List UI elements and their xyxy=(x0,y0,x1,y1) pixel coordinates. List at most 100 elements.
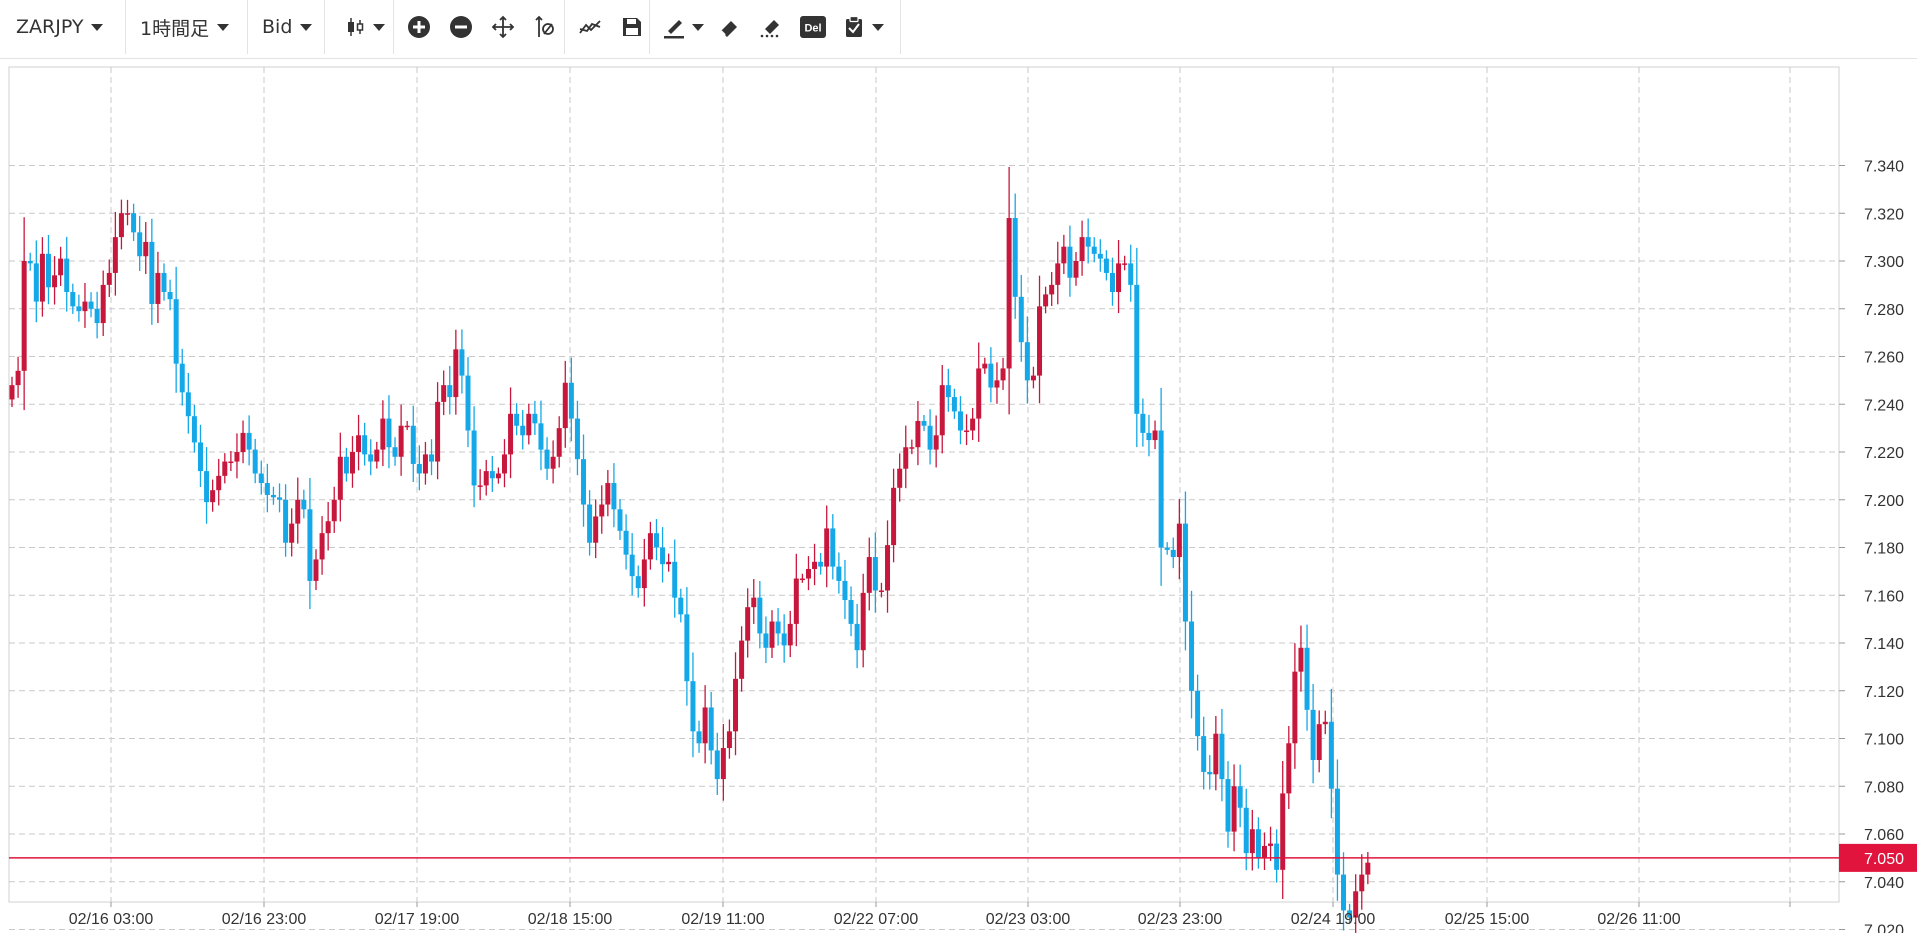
x-tick-label: 02/18 15:00 xyxy=(528,911,613,928)
candle-body xyxy=(1207,771,1213,775)
candle-body xyxy=(982,363,988,369)
save-button[interactable] xyxy=(611,0,653,54)
candle xyxy=(1353,874,1359,933)
symbol-group: ZARJPY xyxy=(0,0,126,54)
candle-body xyxy=(410,425,416,464)
candle-body xyxy=(696,731,702,744)
candle xyxy=(106,259,112,298)
candle xyxy=(39,237,45,317)
candle-body xyxy=(173,299,179,364)
candle-body xyxy=(532,413,538,424)
reset-axis-button[interactable] xyxy=(524,0,566,54)
candle xyxy=(720,724,726,801)
eraser-all-button[interactable] xyxy=(750,0,792,54)
candle xyxy=(970,407,976,441)
draw-pen-icon xyxy=(660,12,690,42)
candle xyxy=(447,365,453,415)
candle-body xyxy=(325,521,331,534)
delete-button[interactable]: Del xyxy=(792,0,834,54)
candle xyxy=(696,720,702,753)
candle xyxy=(1359,854,1365,910)
candle xyxy=(155,251,161,323)
timeframe-select[interactable]: 1時間足 xyxy=(126,0,239,54)
candle xyxy=(964,414,970,446)
indicator-button[interactable] xyxy=(565,0,611,54)
time-axis[interactable]: 02/16 03:00 02/16 23:00 02/17 19:00 02/18 1… xyxy=(69,902,1791,928)
candle-body xyxy=(58,258,64,276)
candle xyxy=(1164,542,1170,555)
candle xyxy=(416,445,422,491)
candle xyxy=(994,362,1000,404)
candle xyxy=(277,483,283,513)
candle-body xyxy=(1109,272,1115,293)
draw-pen-select[interactable] xyxy=(650,0,708,54)
candle-body xyxy=(489,471,495,479)
candle xyxy=(629,533,635,596)
candle xyxy=(1103,250,1109,281)
symbol-select[interactable]: ZARJPY xyxy=(0,0,113,54)
price-chart[interactable]: 7.020 7.040 7.060 7.080 7.100 7.120 7.140 7.160… xyxy=(0,62,1917,933)
candle-body xyxy=(866,557,872,593)
candle-body xyxy=(191,416,197,443)
candle-body xyxy=(307,509,313,581)
y-tick-label: 7.120 xyxy=(1864,684,1904,701)
candle xyxy=(33,240,39,323)
x-tick-label: 02/23 23:00 xyxy=(1138,911,1223,928)
y-tick-label: 7.260 xyxy=(1864,350,1904,367)
candle-body xyxy=(818,561,824,567)
candle-body xyxy=(1091,246,1097,254)
candle xyxy=(15,356,21,398)
candle xyxy=(45,234,51,305)
candle-body xyxy=(283,499,289,543)
candle-body xyxy=(793,578,799,624)
candle-body xyxy=(264,483,270,495)
candle-body xyxy=(520,425,526,436)
move-button[interactable] xyxy=(482,0,524,54)
candle-body xyxy=(1030,375,1036,381)
candle xyxy=(319,516,325,575)
chart-type-select[interactable] xyxy=(325,0,395,54)
eraser-all-icon xyxy=(756,12,786,42)
candle xyxy=(866,537,872,611)
candle-body xyxy=(216,475,222,491)
candle xyxy=(179,348,185,406)
candle xyxy=(836,552,842,594)
candle xyxy=(1255,817,1261,869)
candle-body xyxy=(1116,263,1122,293)
candle-body xyxy=(1322,721,1328,725)
candle-body xyxy=(1274,843,1280,870)
price-type-select[interactable]: Bid xyxy=(248,0,322,54)
candle xyxy=(1170,537,1176,569)
candle-body xyxy=(526,413,532,436)
x-tick-label: 02/16 23:00 xyxy=(222,911,307,928)
candle xyxy=(793,553,799,647)
candle xyxy=(702,685,708,764)
eraser-button[interactable] xyxy=(708,0,750,54)
candle-body xyxy=(1182,523,1188,622)
candle xyxy=(313,549,319,591)
candle xyxy=(1012,193,1018,319)
x-tick-label: 02/25 15:00 xyxy=(1445,911,1530,928)
candle xyxy=(854,603,860,669)
candle-body xyxy=(9,385,15,400)
clipboard-select[interactable] xyxy=(834,0,888,54)
candle xyxy=(830,514,836,580)
candle-body xyxy=(1347,910,1353,918)
candle-body xyxy=(988,363,994,388)
candle xyxy=(495,467,501,484)
candle xyxy=(125,199,131,226)
candle-body xyxy=(94,308,100,324)
candle xyxy=(1097,239,1103,272)
candle xyxy=(842,559,848,619)
candle-body xyxy=(386,418,392,448)
candle-body xyxy=(1304,647,1310,710)
candle-body xyxy=(1018,296,1024,343)
candle-body xyxy=(76,306,82,312)
candle-body xyxy=(270,494,276,498)
candle xyxy=(921,414,927,432)
candle xyxy=(149,218,155,325)
zoom-in-button[interactable] xyxy=(394,0,440,54)
price-axis[interactable]: 7.020 7.040 7.060 7.080 7.100 7.120 7.140 7.160… xyxy=(1839,159,1904,933)
zoom-out-button[interactable] xyxy=(440,0,482,54)
candle xyxy=(1219,709,1225,802)
